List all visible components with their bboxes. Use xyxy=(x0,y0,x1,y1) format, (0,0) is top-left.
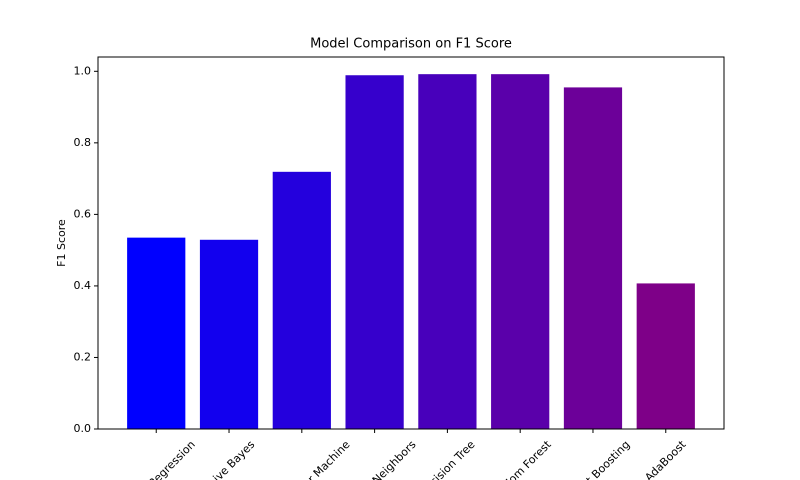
plot-frame xyxy=(97,56,725,430)
y-axis-label: F1 Score xyxy=(55,219,68,267)
bar xyxy=(636,283,695,429)
y-tick-label: 0.8 xyxy=(74,136,92,149)
bar xyxy=(345,75,404,429)
chart-title: Model Comparison on F1 Score xyxy=(310,37,512,52)
bar xyxy=(563,87,623,430)
x-tick-label: Logistic Regression xyxy=(114,438,198,480)
bar xyxy=(199,239,259,429)
y-tick-label: 0.6 xyxy=(74,207,92,220)
x-tick-label: Gradient Boosting xyxy=(553,438,633,480)
y-tick-label: 0.0 xyxy=(74,422,92,435)
y-tick-label: 0.4 xyxy=(74,279,92,292)
y-tick-label: 0.2 xyxy=(74,350,92,363)
x-tick-label: Random Forest xyxy=(486,438,554,480)
x-tick-label: Support Vector Machine xyxy=(250,438,352,480)
bar xyxy=(491,74,550,430)
x-tick-label: AdaBoost xyxy=(642,438,689,480)
bar xyxy=(418,74,477,430)
y-tick-label: 1.0 xyxy=(74,64,92,77)
x-tick-label: Naive Bayes xyxy=(200,438,258,480)
bar xyxy=(272,171,331,430)
x-tick-label: Decision Tree xyxy=(417,438,478,480)
bar xyxy=(127,237,186,429)
